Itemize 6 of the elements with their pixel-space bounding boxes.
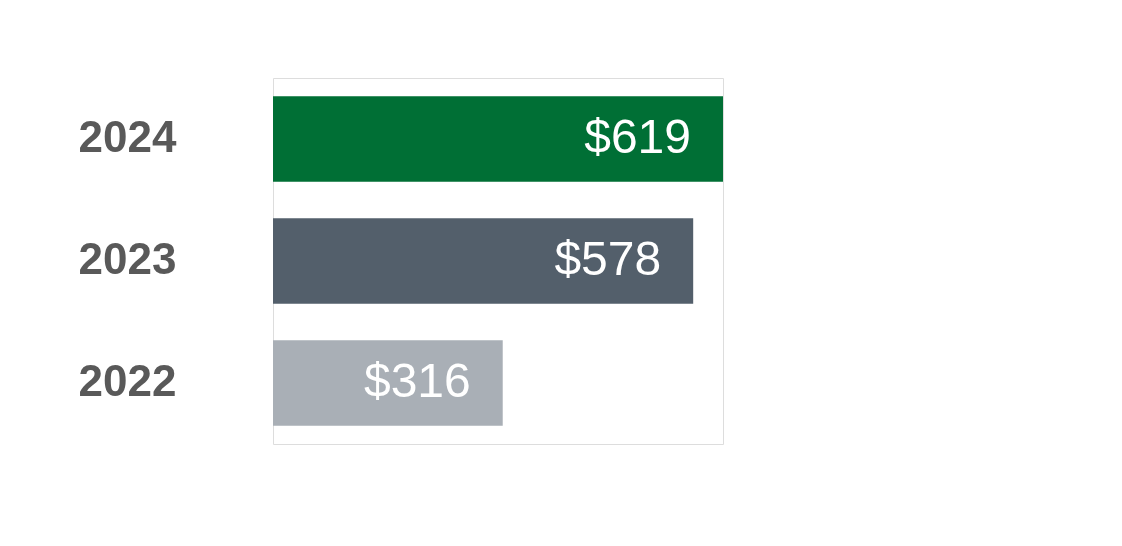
y-tick-label: 2022 [78,356,177,405]
y-tick-label: 2023 [78,234,177,283]
data-label: $316 [363,354,471,407]
data-label: $619 [584,110,691,163]
y-tick-label: 2024 [78,112,178,161]
data-label: $578 [554,232,662,285]
